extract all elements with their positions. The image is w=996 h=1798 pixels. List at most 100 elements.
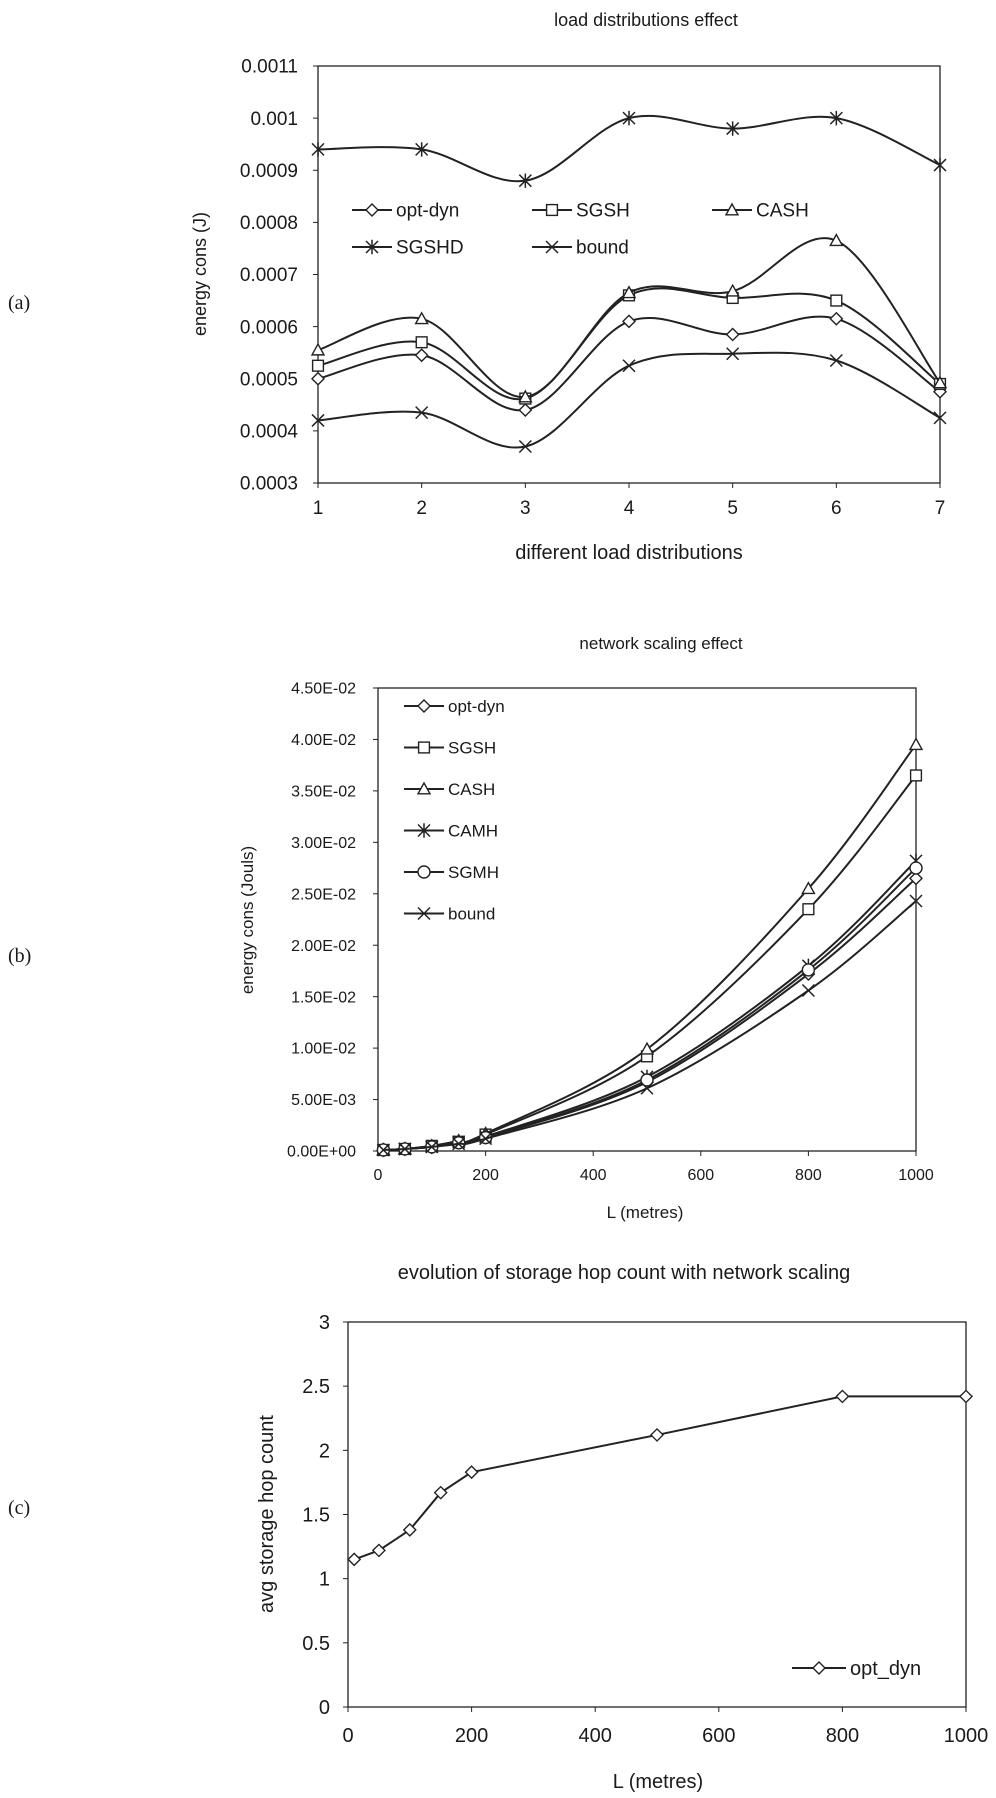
data-point <box>829 233 844 247</box>
legend-label: SGSH <box>576 201 630 222</box>
legend-label: bound <box>576 238 629 259</box>
y-tick-label: 0.00E+00 <box>287 1144 356 1161</box>
legend-marker <box>365 239 379 255</box>
legend-marker <box>365 203 379 217</box>
legend-item-bound: bound <box>404 904 495 923</box>
data-point <box>640 1073 654 1087</box>
y-tick-label: 2.50E-02 <box>291 886 356 903</box>
data-point <box>376 1143 390 1157</box>
panel-label-b: (b) <box>8 945 31 967</box>
data-point <box>801 983 815 998</box>
series-camh <box>376 853 923 1158</box>
data-point <box>347 1552 362 1567</box>
legend-marker <box>417 906 431 921</box>
data-point <box>830 294 843 307</box>
legend-item-bound: bound <box>532 238 629 259</box>
y-tick-label: 1 <box>319 1569 330 1591</box>
legend-item-cash: CASH <box>712 201 809 222</box>
y-tick-label: 4.00E-02 <box>291 732 356 749</box>
data-point <box>311 359 325 372</box>
chart-network-scaling: network scaling effect energy cons (Joul… <box>238 634 934 1222</box>
data-point <box>933 411 947 425</box>
y-tick-label: 0.0009 <box>240 161 298 182</box>
x-axis-label: L (metres) <box>613 1771 703 1793</box>
data-point <box>415 406 429 420</box>
data-point <box>518 439 532 454</box>
data-point <box>835 1389 850 1404</box>
legend-marker <box>417 823 431 838</box>
y-tick-label: 1.50E-02 <box>291 989 356 1006</box>
data-point <box>725 283 740 297</box>
legend-item-opt-dyn: opt_dyn <box>792 1658 921 1680</box>
y-tick-label: 3.50E-02 <box>291 783 356 800</box>
data-point <box>622 110 636 126</box>
legend-label: SGSHD <box>396 238 464 259</box>
data-point <box>909 894 923 908</box>
y-tick-label: 2.5 <box>302 1376 330 1398</box>
legend-label: opt-dyn <box>396 201 459 222</box>
x-tick-label: 1000 <box>898 1167 934 1184</box>
y-tick-label: 0.0007 <box>240 265 298 286</box>
data-point <box>414 311 429 325</box>
x-tick-label: 5 <box>727 498 738 519</box>
legend-label: SGSH <box>448 738 496 757</box>
data-point <box>518 173 532 188</box>
legend-label: CAMH <box>448 821 498 840</box>
data-point <box>829 353 843 368</box>
legend-label: opt-dyn <box>448 697 505 716</box>
data-point <box>415 142 429 157</box>
legend-item-sgmh: SGMH <box>404 863 499 882</box>
legend-marker <box>417 741 431 754</box>
y-tick-label: 0.0003 <box>240 474 298 495</box>
panel-label-a: (a) <box>8 292 30 314</box>
data-point <box>908 737 924 751</box>
data-point <box>518 403 533 418</box>
legend-item-sgshd: SGSHD <box>352 238 464 259</box>
data-point <box>415 336 428 349</box>
data-point <box>398 1142 412 1156</box>
data-point <box>650 1427 664 1442</box>
y-axis-label: avg storage hop count <box>256 1415 278 1613</box>
y-tick-label: 0.5 <box>302 1633 330 1655</box>
chart-title: load distributions effect <box>554 10 738 30</box>
x-axis-label: different load distributions <box>515 542 743 564</box>
y-tick-label: 1.00E-02 <box>291 1041 356 1058</box>
y-tick-label: 3 <box>319 1312 330 1334</box>
data-point <box>518 389 533 403</box>
data-point <box>402 1522 417 1537</box>
x-tick-label: 800 <box>795 1167 822 1184</box>
x-tick-label: 0 <box>374 1167 383 1184</box>
data-point <box>909 871 923 886</box>
data-point <box>310 342 326 356</box>
x-tick-label: 7 <box>935 498 946 519</box>
legend-label: SGMH <box>448 863 499 882</box>
data-point <box>959 1389 973 1404</box>
legend-marker <box>417 865 431 879</box>
x-tick-label: 800 <box>826 1725 859 1747</box>
chart-storage-hop-count: evolution of storage hop count with netw… <box>256 1262 988 1793</box>
series-bound <box>311 347 947 454</box>
legend-marker <box>416 781 432 795</box>
data-point <box>622 359 636 373</box>
data-point <box>464 1465 479 1480</box>
data-point <box>425 1140 439 1154</box>
legend-item-opt-dyn: opt-dyn <box>404 697 505 716</box>
legend-marker <box>545 203 559 217</box>
series-cash <box>310 233 948 403</box>
data-point <box>479 1132 493 1146</box>
x-axis-label: L (metres) <box>607 1203 684 1222</box>
data-point <box>909 861 923 875</box>
legend-marker <box>724 202 740 216</box>
y-tick-label: 0.001 <box>250 109 298 130</box>
data-point <box>726 347 740 361</box>
y-tick-label: 1.5 <box>302 1505 330 1527</box>
plot-frame <box>317 65 941 484</box>
legend-item-opt-dyn: opt-dyn <box>352 201 459 222</box>
series-opt-dyn <box>311 311 947 418</box>
data-point <box>639 1041 655 1055</box>
chart-load-distributions: load distributions effect energy cons (J… <box>190 10 948 564</box>
series-sgsh <box>311 287 947 405</box>
y-tick-label: 0.0006 <box>240 317 298 338</box>
data-point <box>311 413 325 427</box>
x-tick-label: 200 <box>455 1725 488 1747</box>
